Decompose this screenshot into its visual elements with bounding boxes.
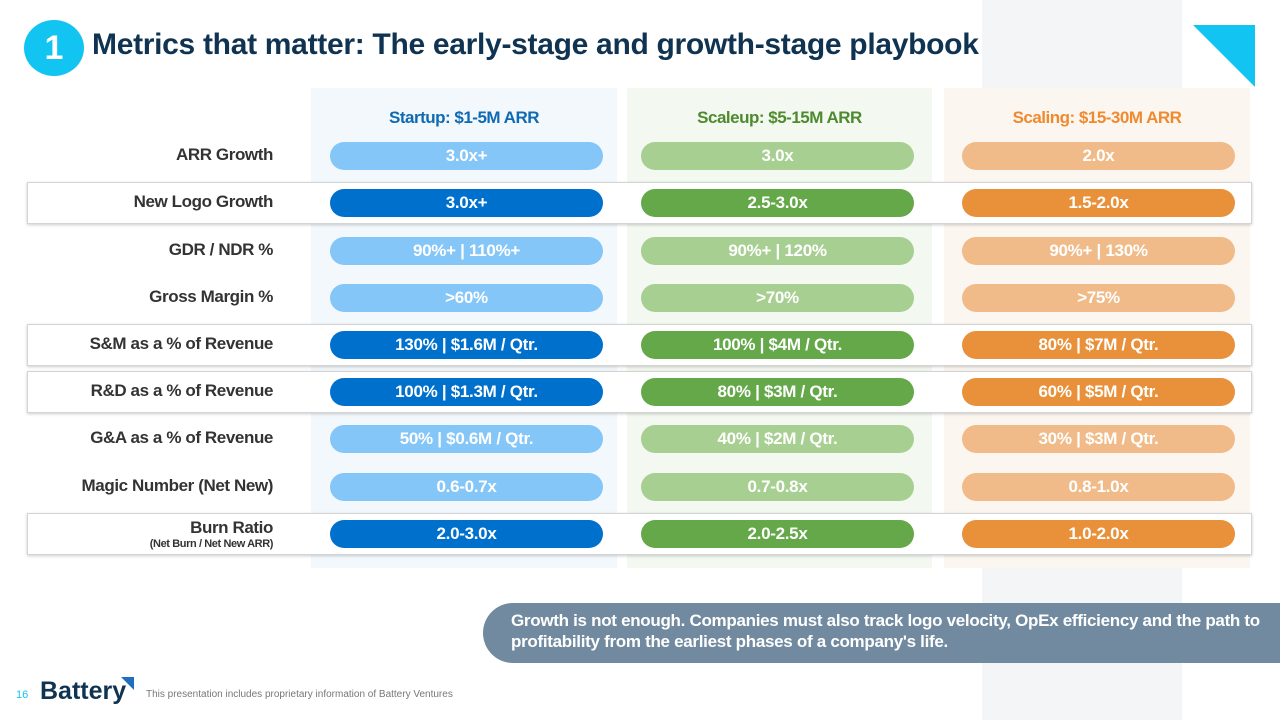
scaling-metric-pill: 2.0x bbox=[962, 142, 1235, 170]
row-label: S&M as a % of Revenue bbox=[30, 334, 274, 354]
row-label: GDR / NDR % bbox=[30, 240, 274, 260]
scaleup-metric-pill: 40% | $2M / Qtr. bbox=[641, 425, 914, 453]
startup-metric-pill: 130% | $1.6M / Qtr. bbox=[330, 331, 603, 359]
scaling-metric-pill: 1.0-2.0x bbox=[962, 520, 1235, 548]
scaleup-metric-pill: 2.5-3.0x bbox=[641, 189, 914, 217]
startup-header: Startup: $1-5M ARR bbox=[389, 108, 540, 127]
row-label: ARR Growth bbox=[30, 145, 273, 165]
page-title: Metrics that matter: The early-stage and… bbox=[92, 28, 979, 61]
scaleup-metric-pill: 80% | $3M / Qtr. bbox=[641, 378, 914, 406]
startup-metric-pill: >60% bbox=[330, 284, 603, 312]
scaleup-metric-pill: 90%+ | 120% bbox=[641, 237, 914, 265]
corner-triangle-icon bbox=[1193, 25, 1255, 87]
scaling-metric-pill: 30% | $3M / Qtr. bbox=[962, 425, 1235, 453]
battery-logo: Battery bbox=[40, 677, 127, 705]
callout-box: Growth is not enough. Companies must als… bbox=[483, 603, 1280, 663]
scaling-metric-pill: 60% | $5M / Qtr. bbox=[962, 378, 1235, 406]
startup-metric-pill: 50% | $0.6M / Qtr. bbox=[330, 425, 603, 453]
startup-metric-pill: 100% | $1.3M / Qtr. bbox=[330, 378, 603, 406]
startup-metric-pill: 90%+ | 110%+ bbox=[330, 237, 603, 265]
row-label-text: ARR Growth bbox=[175, 145, 273, 164]
scaling-metric-pill: >75% bbox=[962, 284, 1235, 312]
scaling-header: Scaling: $15-30M ARR bbox=[1012, 108, 1182, 127]
row-label-text: S&M as a % of Revenue bbox=[89, 334, 274, 353]
row-label-text: New Logo Growth bbox=[133, 192, 274, 211]
scaleup-metric-pill: >70% bbox=[641, 284, 914, 312]
page-number: 16 bbox=[16, 689, 29, 701]
row-label: New Logo Growth bbox=[30, 192, 274, 212]
section-badge: 1 bbox=[24, 20, 84, 76]
row-label-text: Magic Number (Net New) bbox=[81, 476, 274, 495]
row-label: G&A as a % of Revenue bbox=[30, 428, 273, 448]
scaleup-metric-pill: 2.0-2.5x bbox=[641, 520, 914, 548]
startup-metric-pill: 3.0x+ bbox=[330, 142, 603, 170]
row-label-text: GDR / NDR % bbox=[168, 240, 274, 259]
scaling-metric-pill: 1.5-2.0x bbox=[962, 189, 1235, 217]
row-label: Magic Number (Net New) bbox=[30, 476, 274, 496]
startup-metric-pill: 0.6-0.7x bbox=[330, 473, 603, 501]
row-label-text: Gross Margin % bbox=[149, 287, 273, 306]
scaleup-metric-pill: 100% | $4M / Qtr. bbox=[641, 331, 914, 359]
scaling-metric-pill: 90%+ | 130% bbox=[962, 237, 1235, 265]
scaling-metric-pill: 80% | $7M / Qtr. bbox=[962, 331, 1235, 359]
row-sublabel: (Net Burn / Net New ARR) bbox=[149, 538, 274, 550]
row-label-text: G&A as a % of Revenue bbox=[90, 428, 273, 447]
scaleup-metric-pill: 0.7-0.8x bbox=[641, 473, 914, 501]
row-label: R&D as a % of Revenue bbox=[30, 381, 274, 401]
scaleup-metric-pill: 3.0x bbox=[641, 142, 914, 170]
startup-metric-pill: 3.0x+ bbox=[330, 189, 603, 217]
scaling-metric-pill: 0.8-1.0x bbox=[962, 473, 1235, 501]
row-label-text: Burn Ratio bbox=[190, 518, 273, 537]
row-label-text: R&D as a % of Revenue bbox=[90, 381, 274, 400]
scaleup-header: Scaleup: $5-15M ARR bbox=[697, 108, 862, 127]
row-label: Burn Ratio (Net Burn / Net New ARR) bbox=[30, 518, 274, 550]
footer-disclaimer: This presentation includes proprietary i… bbox=[146, 689, 453, 700]
startup-metric-pill: 2.0-3.0x bbox=[330, 520, 603, 548]
row-label: Gross Margin % bbox=[30, 287, 273, 307]
